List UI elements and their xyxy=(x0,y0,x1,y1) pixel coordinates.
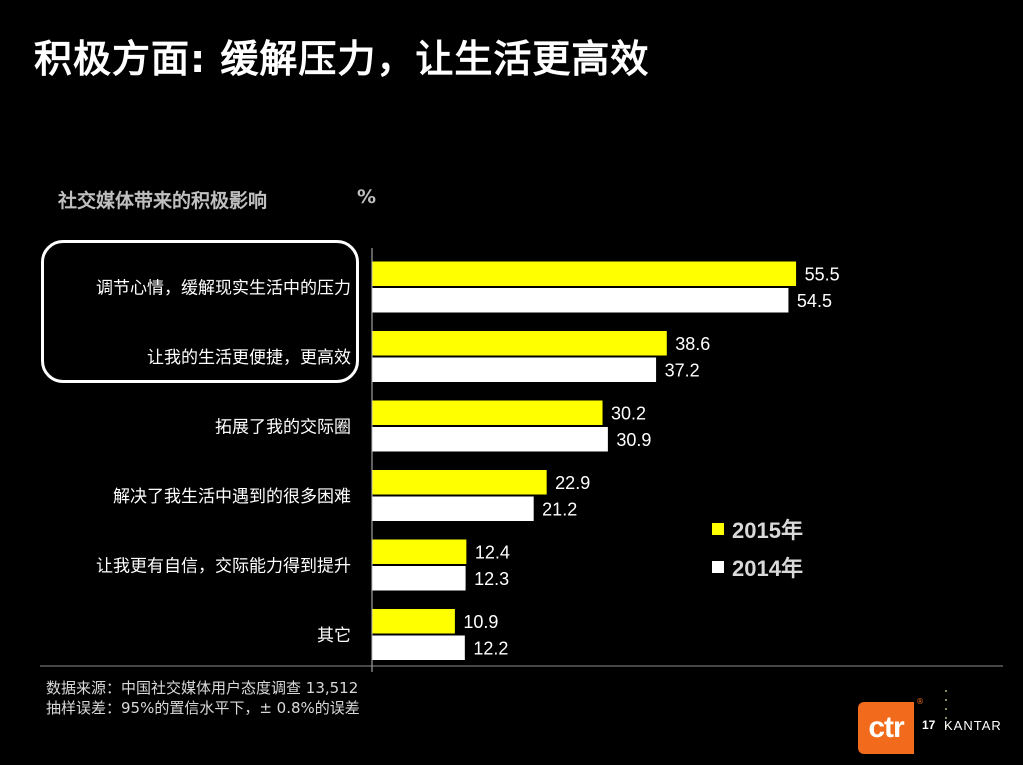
chart-legend: 2015年 2014年 xyxy=(712,510,803,586)
bar xyxy=(371,634,466,661)
error-note: 抽样误差：95%的置信水平下，± 0.8%的误差 xyxy=(46,699,360,717)
bar-chart: 调节心情，缓解现实生活中的压力 55.5 54.5 让我的生活更便捷，更高效 38.6 3… xyxy=(40,248,1003,672)
category-label: 其它 xyxy=(317,626,351,646)
highlight-box xyxy=(41,240,359,383)
divider-dots xyxy=(945,690,949,735)
category-label: 解决了我生活中遇到的很多困难 xyxy=(113,487,351,507)
data-label: 55.5 xyxy=(805,264,840,284)
bar xyxy=(371,399,604,426)
chart-subtitle: 社交媒体带来的积极影响 xyxy=(58,190,268,212)
registered-icon: ® xyxy=(916,697,924,706)
bar xyxy=(371,538,468,565)
legend-item-2014: 2014年 xyxy=(712,548,803,586)
data-label: 30.9 xyxy=(616,430,651,450)
category-label: 让我更有自信，交际能力得到提升 xyxy=(96,557,351,577)
category-label: 调节心情，缓解现实生活中的压力 xyxy=(96,279,351,299)
data-label: 10.9 xyxy=(463,612,498,632)
data-label: 12.4 xyxy=(475,542,510,562)
kantar-logo: KANTAR xyxy=(944,718,1002,733)
legend-item-2015: 2015年 xyxy=(712,510,803,548)
data-label: 37.2 xyxy=(665,360,700,380)
bar xyxy=(371,260,798,287)
data-label: 54.5 xyxy=(797,291,832,311)
data-label: 12.3 xyxy=(474,569,509,589)
page-number: 17 xyxy=(922,718,936,732)
data-label: 22.9 xyxy=(555,473,590,493)
data-label: 12.2 xyxy=(473,638,508,658)
ctr-logo: ctr xyxy=(858,702,914,754)
bar xyxy=(371,495,535,522)
category-label: 拓展了我的交际圈 xyxy=(215,418,351,438)
legend-swatch-2014 xyxy=(712,561,724,573)
legend-label-2014: 2014年 xyxy=(732,556,803,581)
bar xyxy=(371,287,790,314)
category-label: 让我的生活更便捷，更高效 xyxy=(147,348,351,368)
page-title: 积极方面: 缓解压力，让生活更高效 xyxy=(34,37,650,81)
bar xyxy=(371,356,658,383)
bar xyxy=(371,608,456,635)
bar xyxy=(371,426,609,453)
data-label: 30.2 xyxy=(611,403,646,423)
source-note: 数据来源：中国社交媒体用户态度调查 13,512 xyxy=(46,679,359,697)
data-label: 38.6 xyxy=(675,334,710,354)
legend-label-2015: 2015年 xyxy=(732,518,803,543)
chart-unit: % xyxy=(357,186,377,208)
bar xyxy=(371,330,668,357)
bar xyxy=(371,469,548,496)
data-label: 21.2 xyxy=(542,499,577,519)
bar xyxy=(371,565,467,592)
legend-swatch-2015 xyxy=(712,523,724,535)
